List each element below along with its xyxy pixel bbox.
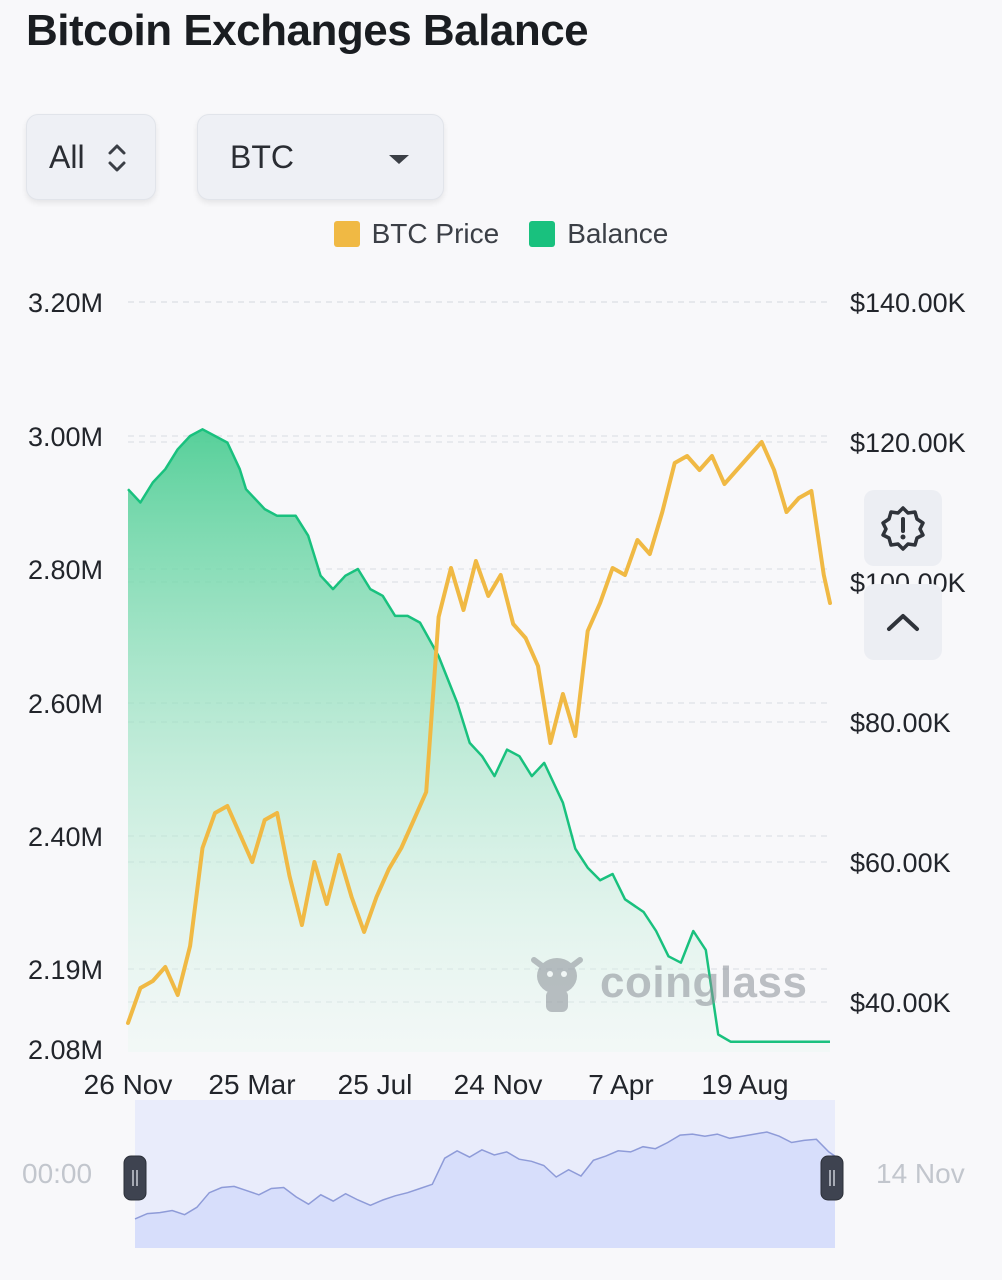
price-line	[126, 440, 832, 1025]
left-axis-tick: 2.19M	[28, 955, 103, 985]
legend-swatch-balance	[529, 221, 556, 247]
datazoom-window[interactable]	[135, 1100, 835, 1248]
alert-badge-icon	[881, 506, 925, 551]
x-axis-tick: 25 Jul	[338, 1069, 413, 1100]
x-axis-tick: 24 Nov	[454, 1069, 543, 1100]
legend-item-balance[interactable]: Balance	[529, 218, 668, 250]
alert-button[interactable]	[864, 490, 942, 566]
x-axis-tick: 19 Aug	[701, 1069, 788, 1100]
page-title: Bitcoin Exchanges Balance	[26, 6, 589, 55]
left-axis-tick: 3.00M	[28, 422, 103, 452]
datazoom-handle-right[interactable]	[820, 1155, 844, 1201]
datazoom-start-label: 00:00	[22, 1158, 93, 1189]
left-axis-tick: 2.40M	[28, 822, 103, 852]
chart-legend: BTC Price Balance	[0, 216, 1002, 252]
x-axis-tick: 26 Nov	[84, 1069, 173, 1100]
caret-down-icon	[389, 155, 409, 164]
legend-label-balance: Balance	[567, 218, 669, 249]
updown-chevron-icon	[108, 144, 126, 172]
watermark-text: coinglass	[600, 958, 808, 1007]
x-axis-tick: 25 Mar	[208, 1069, 295, 1100]
datazoom-line	[134, 1131, 836, 1220]
coin-select[interactable]: BTC	[197, 114, 444, 200]
datazoom-handle-left[interactable]	[123, 1155, 147, 1201]
collapse-button[interactable]	[864, 584, 942, 660]
left-axis-tick: 2.08M	[28, 1035, 103, 1065]
right-axis-tick: $80.00K	[850, 708, 951, 738]
right-axis-tick: $140.00K	[850, 288, 966, 318]
range-select-value: All	[49, 138, 85, 175]
legend-item-price[interactable]: BTC Price	[333, 218, 500, 250]
left-axis-tick: 2.80M	[28, 555, 103, 585]
chevron-up-icon	[887, 614, 919, 631]
range-select[interactable]: All	[26, 114, 156, 200]
right-axis-tick: $120.00K	[850, 428, 966, 458]
coin-select-value: BTC	[230, 138, 294, 175]
coinglass-bull-icon	[531, 957, 583, 1012]
watermark: coinglass	[528, 950, 807, 1016]
legend-swatch-price	[333, 221, 360, 247]
x-axis-tick: 7 Apr	[588, 1069, 653, 1100]
datazoom-end-label: 14 Nov	[876, 1158, 965, 1189]
legend-label-price: BTC Price	[371, 218, 500, 249]
right-axis-tick: $60.00K	[850, 848, 951, 878]
right-axis-tick: $40.00K	[850, 988, 951, 1018]
left-axis-tick: 3.20M	[28, 288, 103, 318]
datazoom-area	[135, 1132, 835, 1248]
left-axis-tick: 2.60M	[28, 689, 103, 719]
